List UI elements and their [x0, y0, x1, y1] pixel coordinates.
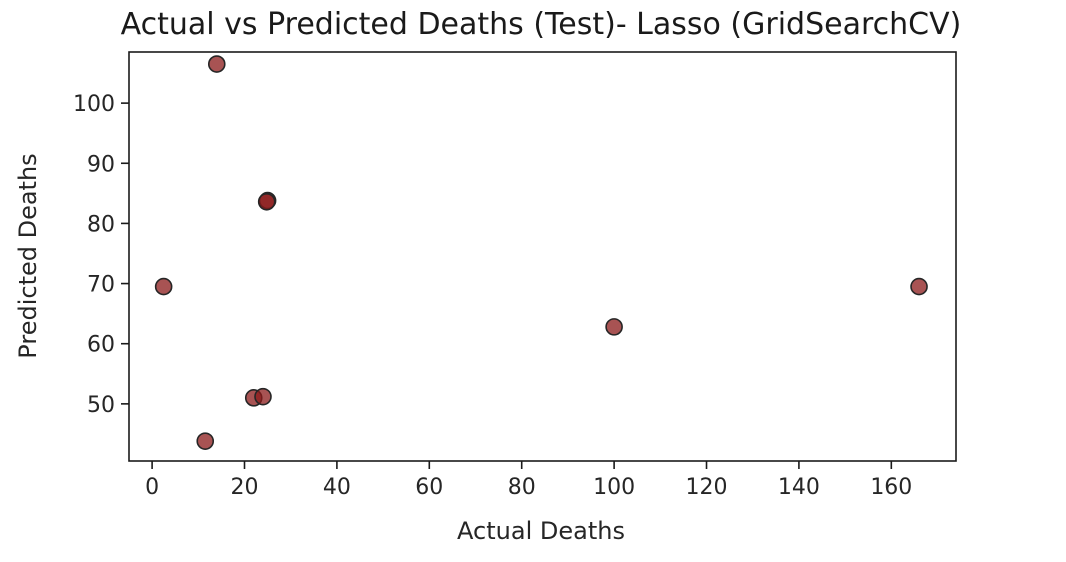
y-axis: 50 60 70 80 90 100 [73, 92, 129, 418]
x-tick-label: 20 [231, 475, 259, 500]
x-axis: 0 20 40 60 80 100 120 140 160 [145, 461, 912, 500]
y-tick-label: 80 [87, 212, 115, 237]
x-tick-label: 0 [145, 475, 159, 500]
y-tick-label: 60 [87, 333, 115, 358]
x-tick-label: 140 [778, 475, 820, 500]
data-point [257, 192, 276, 211]
y-tick-label: 100 [73, 92, 115, 117]
x-tick-label: 160 [870, 475, 912, 500]
y-tick-label: 90 [87, 152, 115, 177]
y-tick-label: 70 [87, 273, 115, 298]
y-axis-title: Predicted Deaths [14, 153, 42, 358]
x-tick-label: 80 [508, 475, 536, 500]
data-points [154, 55, 928, 450]
x-axis-title: Actual Deaths [457, 517, 625, 545]
data-point [196, 432, 215, 450]
x-tick-label: 120 [686, 475, 728, 500]
plot-area-frame [128, 51, 957, 462]
x-tick-label: 60 [415, 475, 443, 500]
data-point [154, 277, 173, 296]
x-tick-label: 40 [323, 475, 351, 500]
data-point [605, 318, 623, 336]
x-tick-label: 100 [593, 475, 635, 500]
data-point [910, 277, 928, 296]
data-point [207, 55, 226, 73]
data-point [254, 387, 272, 406]
y-tick-label: 50 [87, 393, 115, 418]
chart-title: Actual vs Predicted Deaths (Test)- Lasso… [121, 7, 962, 42]
